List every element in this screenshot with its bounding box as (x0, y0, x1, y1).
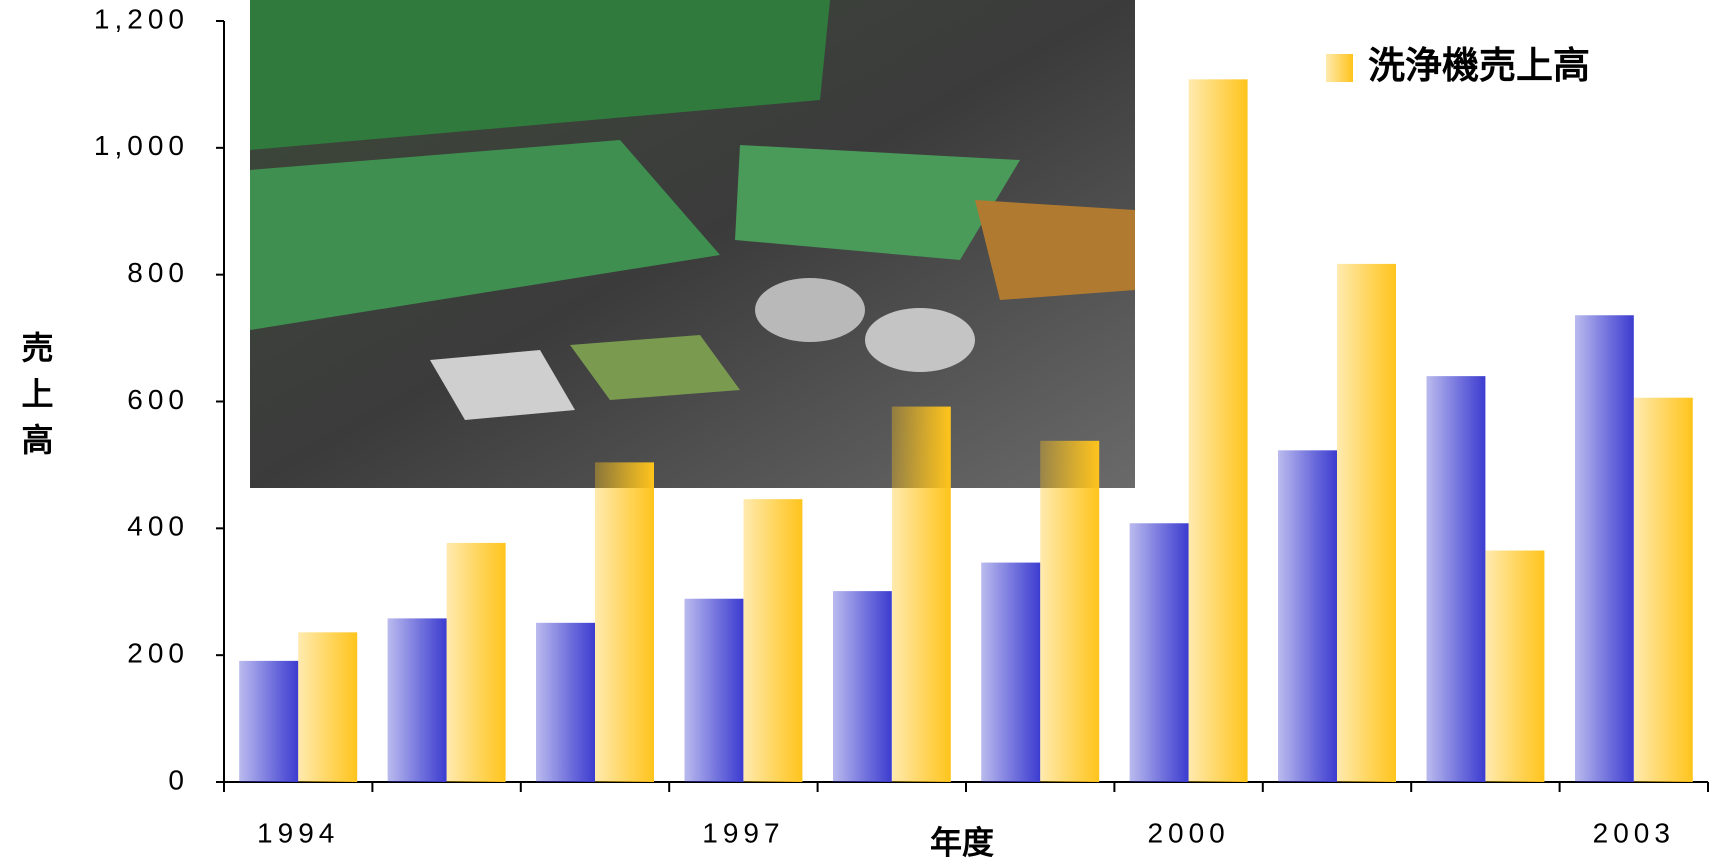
bar (239, 660, 299, 782)
bar (387, 618, 447, 782)
x-tick-label: 2000 (1147, 817, 1229, 848)
bar (1426, 376, 1486, 782)
y-tick-label: 600 (127, 384, 189, 415)
y-tick-label: 800 (127, 257, 189, 288)
bar (1485, 550, 1545, 782)
bar (1040, 440, 1100, 782)
y-tick-label: 1,000 (94, 130, 189, 161)
bar (1337, 263, 1396, 782)
legend-swatch (1326, 54, 1353, 82)
y-tick-label: 200 (127, 638, 189, 669)
x-tick-label: 1994 (257, 817, 339, 848)
bar (1188, 79, 1248, 783)
bar (891, 406, 951, 782)
bar (298, 632, 358, 782)
bar (595, 462, 654, 782)
photo (250, 0, 1135, 488)
bar (1633, 397, 1693, 782)
bar (1278, 450, 1337, 782)
y-tick-label: 400 (127, 511, 189, 542)
bar (684, 598, 744, 782)
bar (981, 562, 1041, 782)
bar (832, 591, 892, 782)
x-tick-label: 2003 (1593, 817, 1675, 848)
y-axis-label: 売上高 (18, 331, 54, 469)
x-tick-label: 1997 (702, 817, 784, 848)
bar (536, 622, 595, 782)
bar (1129, 523, 1189, 782)
y-tick-label: 1,200 (94, 3, 189, 34)
bar (446, 542, 506, 782)
bar (1574, 315, 1634, 782)
y-tick-label: 0 (168, 764, 189, 795)
x-axis-label: 年度 (930, 824, 994, 860)
bar (743, 499, 803, 782)
legend-label: 洗浄機売上高 (1368, 45, 1590, 86)
